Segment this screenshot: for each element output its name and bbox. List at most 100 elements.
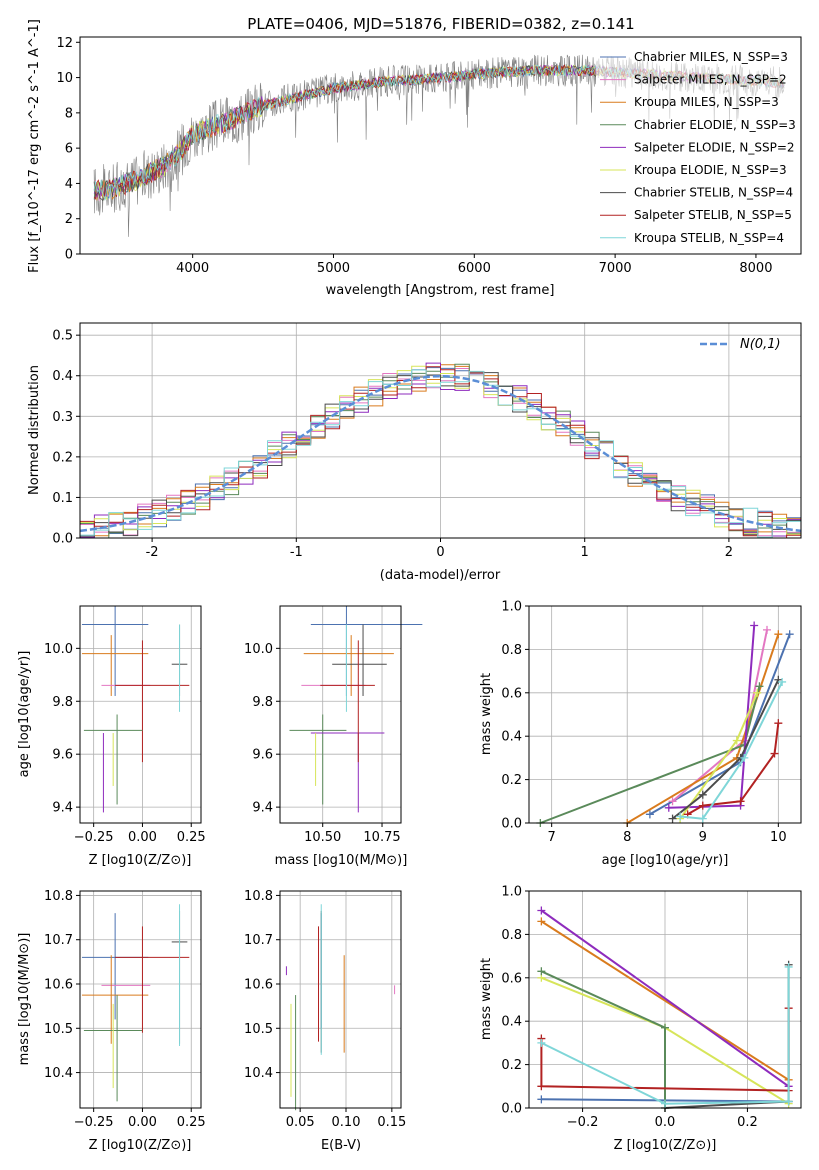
legend-label-kroupa-stelib: Kroupa STELIB, N_SSP=4 [634,231,784,245]
age-vs-mass-ytick-label: 9.4 [252,801,273,816]
massweight-marker-chabrier-miles [645,810,654,819]
massweight-vs-Z-ytick-label: 0.4 [501,1015,522,1030]
spectrum-ylabel: Flux [f_λ10^-17 erg cm^-2 s^-1 A^-1] [27,19,42,273]
legend-label-salpeter-elodie: Salpeter ELODIE, N_SSP=2 [634,140,795,154]
massweight-marker-kroupa-miles [774,630,783,639]
massweight-marker-salpeter-stelib [770,749,779,758]
age-vs-Z-ytick-label: 9.4 [52,801,73,816]
massweight-line-kroupa-miles [540,920,790,1081]
legend-label-chabrier-elodie: Chabrier ELODIE, N_SSP=3 [634,118,796,132]
histogram-xlabel: (data-model)/error [380,568,501,583]
age-vs-Z-ytick-label: 9.6 [52,748,73,763]
mass-ebv-axes-frame [279,890,402,1109]
massweight-age-xlabel: age [log10(age/yr)] [602,853,729,868]
spectrum-xtick-label: 6000 [458,261,491,276]
massweight-z-axes-frame [528,890,802,1109]
age-z-data-layer [81,606,190,813]
mass-ebv-xlabel: E(B-V) [321,1138,361,1153]
massweight-vs-age-xtick-label: 10 [770,830,787,845]
age-vs-Z-ytick-label: 10.0 [44,642,73,657]
massweight-marker-kroupa-stelib [537,1038,546,1047]
mass-vs-ebv-xtick-label: 0.05 [286,1115,315,1130]
massweight-vs-Z-xtick-label: 0.2 [737,1115,758,1130]
massweight-marker-kroupa-stelib [778,677,787,686]
histogram-step-kroupa-stelib [80,369,801,538]
age-vs-metallicity-panel: −0.25 0.00 0.25 9.4 9.6 9.8 10.0 Z [log10(Z/Z⊙… [17,605,206,868]
massweight-marker-chabrier-miles [785,630,794,639]
massweight-vs-age-ytick-label: 0.0 [501,817,522,832]
massweight-line-chabrier-stelib [671,679,780,820]
massweight-vs-age-ytick-label: 0.6 [501,686,522,701]
mass-vs-ebv-panel: 0.05 0.10 0.15 10.4 10.5 10.6 10.7 10.8 E(B-V) [244,889,406,1153]
massweight-vs-age-ytick-label: 0.8 [501,643,522,658]
massweight-marker-chabrier-elodie [755,682,764,691]
histogram-legend: N(0,1) [700,337,781,352]
mass-ebv-data-layer [285,904,396,1111]
age-vs-mass-ytick-label: 9.8 [252,695,273,710]
massweight-vs-Z-xtick-label: −0.2 [567,1115,599,1130]
spectrum-legend-items: Chabrier MILES, N_SSP=3 Salpeter MILES, N… [600,50,796,245]
massweight-marker-salpeter-miles [763,625,771,634]
mass-vs-ebv-ytick-label: 10.4 [244,1066,273,1081]
massweight-age-data-layer [536,621,794,827]
massweight-vs-age-ytick-label: 0.2 [501,773,522,788]
massweight-age-ticks: 7 8 9 10 0.0 0.2 0.4 0.6 0.8 1.0 [501,600,786,846]
spectrum-ytick-label: 10 [56,71,73,86]
mass-vs-ebv-xtick-label: 0.10 [332,1115,361,1130]
massweight-marker-chabrier-stelib [668,814,677,823]
massweight-vs-metallicity-panel: −0.2 0.0 0.2 0.0 0.2 0.4 0.6 0.8 1.0 Z [log10(Z/… [479,885,802,1153]
figure-title: PLATE=0406, MJD=51876, FIBERID=0382, z=0… [247,15,634,33]
massweight-marker-kroupa-stelib [661,1099,669,1108]
mass-z-data-layer [81,904,190,1102]
spectrum-panel: 4000 5000 6000 7000 8000 0 2 4 6 8 10 12 wavelength… [27,19,802,298]
histogram-step-salpeter-stelib [80,366,801,539]
legend-label-salpeter-miles: Salpeter MILES, N_SSP=2 [634,73,787,87]
massweight-vs-age-panel: 7 8 9 10 0.0 0.2 0.4 0.6 0.8 1.0 age [log10(age/y… [479,600,802,868]
massweight-vs-Z-xtick-label: 0.0 [655,1115,676,1130]
histogram-data-layer [79,362,802,539]
massweight-z-xlabel: Z [log10(Z/Z⊙)] [614,1138,717,1153]
age-mass-ticks: 10.50 10.75 9.4 9.6 9.8 10.0 [244,642,401,845]
spectrum-xtick-label: 5000 [317,261,350,276]
mass-vs-Z-xtick-label: 0.00 [128,1115,157,1130]
massweight-vs-age-xtick-label: 9 [699,830,707,845]
mass-z-ylabel: mass [log10(M/M⊙)] [17,933,32,1066]
mass-ebv-grid [280,891,401,1108]
age-vs-mass-xtick-label: 10.50 [304,830,341,845]
massweight-marker-salpeter-elodie [750,621,759,630]
age-vs-mass-ytick-label: 9.6 [252,748,273,763]
massweight-line-kroupa-stelib [540,967,790,1105]
massweight-marker-chabrier-stelib [698,790,707,799]
spectrum-ytick-label: 8 [65,106,73,121]
age-z-ylabel: age [log10(age/yr)] [17,651,32,778]
spectrum-ytick-label: 6 [65,142,73,157]
mass-z-axes-frame [79,890,202,1109]
mass-vs-Z-ytick-label: 10.8 [44,889,73,904]
massweight-marker-chabrier-elodie [537,967,546,976]
massweight-marker-kroupa-stelib [740,753,749,762]
massweight-vs-Z-ytick-label: 0.8 [501,928,522,943]
legend-label-chabrier-miles: Chabrier MILES, N_SSP=3 [634,50,788,64]
mass-vs-ebv-ytick-label: 10.7 [244,933,273,948]
mass-vs-Z-xtick-label: −0.25 [74,1115,114,1130]
spectrum-legend: Chabrier MILES, N_SSP=3 Salpeter MILES, N… [596,42,797,251]
massweight-marker-salpeter-stelib [736,797,745,806]
massweight-vs-age-ytick-label: 0.4 [501,730,522,745]
mass-vs-ebv-xtick-label: 0.15 [377,1115,406,1130]
histogram-ticks: -2 -1 0 1 2 0.0 0.1 0.2 0.3 0.4 0.5 [52,329,733,560]
massweight-marker-kroupa-stelib [676,812,685,821]
massweight-vs-age-ytick-label: 1.0 [501,600,522,615]
histogram-axes-frame [79,322,802,539]
residual-hist-xtick-label: 0 [436,545,444,560]
massweight-line-salpeter-elodie [540,909,790,1088]
massweight-vs-Z-ytick-label: 0.0 [501,1102,522,1117]
age-z-axes-frame [79,605,202,824]
massweight-marker-kroupa-stelib [698,814,707,823]
residual-hist-xtick-label: -1 [290,545,303,560]
spectrum-ytick-label: 4 [65,177,73,192]
massweight-marker-kroupa-elodie [732,736,741,745]
massweight-z-ylabel: mass weight [479,958,494,1040]
massweight-marker-salpeter-miles [668,797,677,806]
massweight-line-kroupa-stelib [680,681,783,820]
